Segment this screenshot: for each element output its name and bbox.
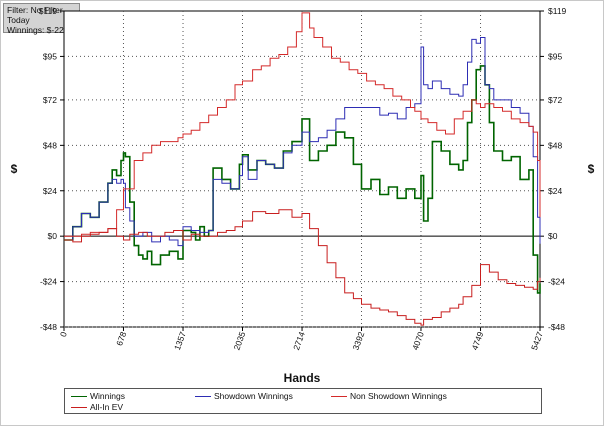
- legend-item-showdown: Showdown Winnings: [195, 391, 293, 401]
- y-tick-label-left: $24: [43, 186, 57, 196]
- legend-swatch-showdown: [195, 395, 211, 397]
- y-axis-label-left: $: [11, 162, 18, 176]
- y-tick-label-right: $48: [548, 140, 562, 150]
- x-tick-label: 1357: [172, 330, 188, 351]
- series-non-showdown-winnings: [64, 12, 541, 237]
- series-allin-ev: [64, 209, 541, 326]
- legend-item-winnings: Winnings: [71, 391, 125, 401]
- x-axis-label: Hands: [284, 371, 321, 385]
- legend-swatch-winnings: [71, 395, 87, 397]
- series-showdown-winnings: [64, 37, 541, 247]
- x-tick-label: 2714: [291, 330, 307, 351]
- legend-label-winnings: Winnings: [90, 391, 125, 401]
- y-tick-label-right: -$24: [548, 277, 565, 287]
- legend-swatch-allin-ev: [71, 406, 87, 408]
- series-group: [64, 12, 541, 326]
- legend-label-non-showdown: Non Showdown Winnings: [350, 391, 447, 401]
- legend-swatch-non-showdown: [331, 395, 347, 397]
- legend-label-allin-ev: All-In EV: [90, 402, 124, 412]
- y-tick-label-left: -$24: [40, 277, 57, 287]
- legend: Winnings Showdown Winnings Non Showdown …: [64, 388, 542, 414]
- x-tick-label: 4070: [410, 330, 426, 351]
- y-tick-label-left: $72: [43, 95, 57, 105]
- y-tick-label-right: $0: [548, 231, 558, 241]
- y-axis-label-right: $: [588, 162, 595, 176]
- y-tick-label-left: $119: [39, 6, 58, 16]
- x-tick-label: 0: [58, 330, 69, 338]
- x-tick-label: 678: [114, 330, 128, 347]
- y-tick-label-right: -$48: [548, 322, 565, 332]
- legend-item-allin-ev: All-In EV: [71, 402, 123, 412]
- legend-item-non-showdown: Non Showdown Winnings: [331, 391, 447, 401]
- date-range-label: Today: [7, 15, 30, 25]
- y-tick-label-left: $0: [48, 231, 58, 241]
- y-tick-label-right: $24: [548, 186, 562, 196]
- y-tick-label-right: $95: [548, 51, 562, 61]
- legend-label-showdown: Showdown Winnings: [214, 391, 293, 401]
- x-tick-label: 5427: [529, 330, 545, 351]
- y-tick-label-left: $95: [43, 51, 57, 61]
- winnings-label: Winnings: $-22.66: [7, 25, 76, 35]
- y-tick-label-right: $119: [548, 6, 567, 16]
- x-tick-label: 4749: [470, 330, 486, 351]
- filter-label: Filter: No Filter: [7, 5, 63, 15]
- x-tick-label: 3392: [351, 330, 367, 351]
- y-tick-label-right: $72: [548, 95, 562, 105]
- grid-lines: [60, 10, 544, 331]
- x-tick-label: 2035: [231, 330, 247, 351]
- y-tick-label-left: $48: [43, 140, 57, 150]
- y-tick-label-left: -$48: [40, 322, 57, 332]
